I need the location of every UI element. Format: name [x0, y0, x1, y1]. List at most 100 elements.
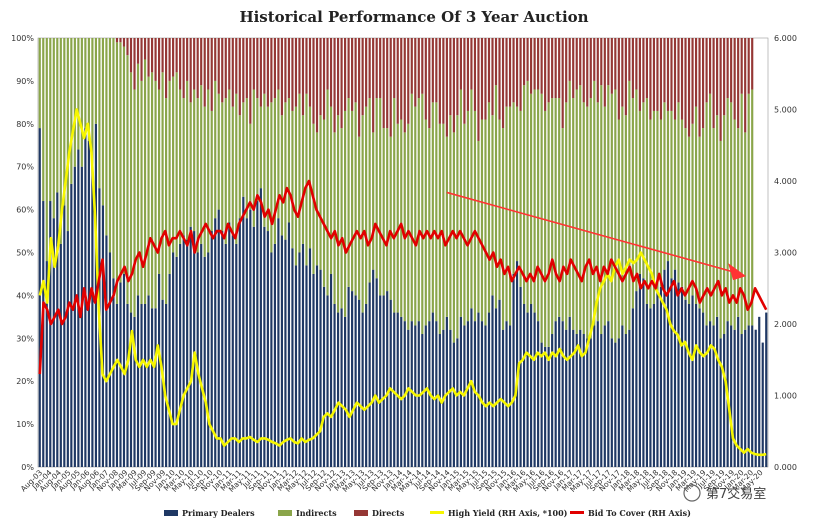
bar-indirects: [291, 110, 294, 249]
bar-directs: [526, 38, 529, 81]
bar-primary-dealers: [512, 273, 515, 467]
bar-primary-dealers: [45, 261, 48, 467]
bar-indirects: [603, 106, 606, 326]
bar-directs: [340, 38, 343, 129]
bar-primary-dealers: [203, 256, 206, 467]
bar-primary-dealers: [758, 316, 761, 467]
bar-primary-dealers: [410, 321, 413, 467]
bar-indirects: [263, 93, 266, 227]
bar-indirects: [628, 80, 631, 330]
bar-directs: [698, 38, 701, 137]
bar-primary-dealers: [565, 329, 568, 467]
bar-indirects: [410, 93, 413, 322]
bar-indirects: [614, 89, 617, 343]
bar-indirects: [203, 106, 206, 257]
bar-indirects: [63, 38, 66, 206]
bar-primary-dealers: [175, 256, 178, 467]
bar-primary-dealers: [547, 346, 550, 467]
bar-directs: [459, 38, 462, 90]
bar-directs: [217, 38, 220, 94]
bar-directs: [561, 38, 564, 129]
bar-indirects: [143, 59, 147, 304]
bar-indirects: [512, 102, 515, 274]
bar-primary-dealers: [319, 269, 322, 467]
bar-indirects: [238, 115, 241, 219]
bar-indirects: [719, 140, 722, 339]
bar-primary-dealers: [603, 325, 606, 467]
bar-directs: [333, 38, 336, 133]
bar-primary-dealers: [126, 303, 129, 467]
bar-primary-dealers: [617, 338, 620, 467]
bar-directs: [680, 38, 684, 120]
bar-indirects: [445, 136, 448, 317]
bar-indirects: [421, 93, 424, 335]
y-left-tick-label: 70%: [16, 163, 34, 172]
bar-directs: [663, 38, 666, 103]
bar-directs: [537, 38, 540, 90]
bar-indirects: [70, 38, 73, 184]
bar-primary-dealers: [91, 166, 94, 467]
legend-label: Indirects: [296, 508, 337, 518]
bar-directs: [480, 38, 484, 120]
bar-primary-dealers: [687, 303, 691, 467]
bar-indirects: [663, 102, 666, 270]
bar-indirects: [340, 128, 343, 309]
bar-directs: [301, 38, 305, 116]
bar-primary-dealers: [140, 303, 143, 467]
bar-directs: [154, 38, 157, 81]
bar-primary-dealers: [38, 128, 41, 467]
bar-directs: [673, 38, 677, 120]
bar-primary-dealers: [698, 308, 701, 467]
plot-area: [37, 37, 769, 468]
bar-directs: [245, 38, 248, 99]
bar-primary-dealers: [649, 308, 652, 467]
bar-indirects: [656, 110, 659, 292]
bar-primary-dealers: [659, 286, 663, 467]
y-left-tick-label: 10%: [16, 420, 34, 429]
bar-directs: [452, 38, 455, 133]
bar-primary-dealers: [42, 201, 45, 467]
bar-primary-dealers: [505, 321, 508, 467]
bar-primary-dealers: [701, 312, 705, 467]
bar-indirects: [228, 89, 231, 223]
bar-directs: [533, 38, 536, 90]
bar-indirects: [358, 136, 361, 300]
bar-directs: [522, 38, 526, 86]
bar-indirects: [168, 80, 171, 274]
bar-primary-dealers: [259, 188, 262, 467]
bar-indirects: [133, 89, 136, 317]
bar-primary-dealers: [716, 316, 719, 467]
bar-indirects: [259, 106, 262, 189]
bar-primary-dealers: [308, 248, 312, 467]
bar-primary-dealers: [200, 243, 203, 467]
bar-primary-dealers: [165, 303, 168, 467]
bar-indirects: [508, 106, 512, 326]
bar-primary-dealers: [466, 321, 470, 467]
bar-primary-dealers: [340, 308, 343, 467]
bar-indirects: [487, 102, 491, 313]
bar-primary-dealers: [522, 303, 526, 467]
bar-primary-dealers: [515, 261, 519, 467]
bar-directs: [540, 38, 543, 94]
bar-primary-dealers: [186, 239, 189, 467]
bar-indirects: [165, 98, 168, 304]
bar-directs: [723, 38, 726, 116]
bar-directs: [294, 38, 298, 107]
bar-indirects: [624, 115, 627, 335]
bar-indirects: [351, 110, 354, 292]
bar-primary-dealers: [435, 321, 438, 467]
watermark-text: 第7交易室: [706, 486, 766, 502]
bar-primary-dealers: [179, 243, 182, 467]
bar-primary-dealers: [235, 243, 238, 467]
bar-primary-dealers: [709, 321, 712, 467]
bar-primary-dealers: [642, 278, 645, 467]
bar-directs: [466, 38, 470, 111]
bar-indirects: [751, 89, 754, 326]
bar-directs: [565, 38, 568, 103]
bar-directs: [519, 38, 522, 111]
bar-directs: [547, 38, 550, 103]
bar-directs: [505, 38, 508, 107]
bar-indirects: [649, 119, 652, 309]
y-left-tick-label: 0%: [21, 463, 34, 472]
bar-primary-dealers: [628, 329, 631, 467]
